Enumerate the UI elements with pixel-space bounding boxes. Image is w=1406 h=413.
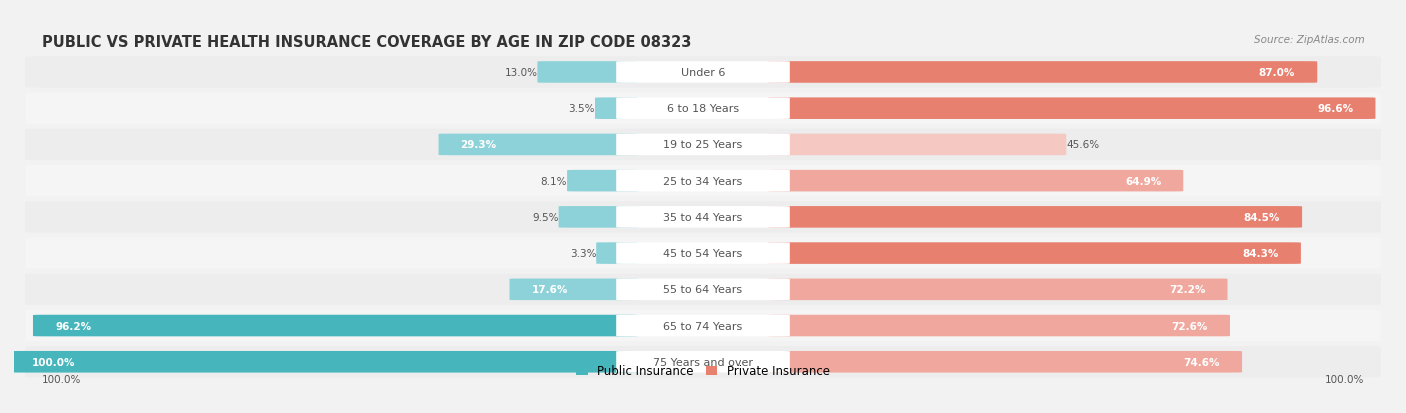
FancyBboxPatch shape — [768, 98, 1375, 120]
FancyBboxPatch shape — [768, 279, 1227, 300]
FancyBboxPatch shape — [25, 202, 1381, 233]
FancyBboxPatch shape — [25, 93, 1381, 125]
Text: 84.5%: 84.5% — [1244, 212, 1279, 222]
Text: 35 to 44 Years: 35 to 44 Years — [664, 212, 742, 222]
FancyBboxPatch shape — [768, 171, 1184, 192]
FancyBboxPatch shape — [768, 62, 1317, 83]
FancyBboxPatch shape — [616, 134, 790, 156]
Text: 75 Years and over: 75 Years and over — [652, 357, 754, 367]
Text: 100.0%: 100.0% — [1324, 374, 1364, 384]
FancyBboxPatch shape — [509, 279, 638, 300]
FancyBboxPatch shape — [768, 243, 1301, 264]
Text: PUBLIC VS PRIVATE HEALTH INSURANCE COVERAGE BY AGE IN ZIP CODE 08323: PUBLIC VS PRIVATE HEALTH INSURANCE COVER… — [42, 35, 690, 50]
FancyBboxPatch shape — [25, 57, 1381, 88]
FancyBboxPatch shape — [616, 206, 790, 228]
Text: 13.0%: 13.0% — [505, 68, 537, 78]
FancyBboxPatch shape — [25, 166, 1381, 197]
FancyBboxPatch shape — [567, 171, 638, 192]
Text: 9.5%: 9.5% — [531, 212, 558, 222]
Text: Under 6: Under 6 — [681, 68, 725, 78]
Text: 72.6%: 72.6% — [1171, 321, 1208, 331]
Text: 3.5%: 3.5% — [568, 104, 595, 114]
Text: 3.3%: 3.3% — [569, 249, 596, 259]
Text: 64.9%: 64.9% — [1125, 176, 1161, 186]
Text: 100.0%: 100.0% — [42, 374, 82, 384]
FancyBboxPatch shape — [616, 351, 790, 373]
FancyBboxPatch shape — [768, 134, 1066, 156]
Text: 87.0%: 87.0% — [1258, 68, 1295, 78]
FancyBboxPatch shape — [616, 171, 790, 192]
FancyBboxPatch shape — [558, 206, 638, 228]
FancyBboxPatch shape — [768, 351, 1241, 373]
Text: 19 to 25 Years: 19 to 25 Years — [664, 140, 742, 150]
FancyBboxPatch shape — [596, 243, 638, 264]
Text: 100.0%: 100.0% — [32, 357, 76, 367]
Text: 96.6%: 96.6% — [1317, 104, 1354, 114]
FancyBboxPatch shape — [25, 310, 1381, 342]
Text: 8.1%: 8.1% — [540, 176, 567, 186]
Text: 25 to 34 Years: 25 to 34 Years — [664, 176, 742, 186]
FancyBboxPatch shape — [616, 98, 790, 120]
FancyBboxPatch shape — [25, 238, 1381, 269]
FancyBboxPatch shape — [537, 62, 638, 83]
Text: 45 to 54 Years: 45 to 54 Years — [664, 249, 742, 259]
FancyBboxPatch shape — [25, 274, 1381, 305]
Text: 17.6%: 17.6% — [531, 285, 568, 294]
Text: 72.2%: 72.2% — [1170, 285, 1205, 294]
FancyBboxPatch shape — [25, 129, 1381, 161]
Text: 65 to 74 Years: 65 to 74 Years — [664, 321, 742, 331]
FancyBboxPatch shape — [439, 134, 638, 156]
FancyBboxPatch shape — [768, 206, 1302, 228]
Text: 96.2%: 96.2% — [55, 321, 91, 331]
FancyBboxPatch shape — [10, 351, 638, 373]
FancyBboxPatch shape — [768, 315, 1230, 337]
Text: 74.6%: 74.6% — [1184, 357, 1220, 367]
Text: Source: ZipAtlas.com: Source: ZipAtlas.com — [1254, 35, 1364, 45]
FancyBboxPatch shape — [25, 346, 1381, 377]
Text: 29.3%: 29.3% — [461, 140, 496, 150]
FancyBboxPatch shape — [32, 315, 638, 337]
Legend: Public Insurance, Private Insurance: Public Insurance, Private Insurance — [576, 365, 830, 377]
FancyBboxPatch shape — [616, 315, 790, 337]
FancyBboxPatch shape — [616, 62, 790, 83]
Text: 55 to 64 Years: 55 to 64 Years — [664, 285, 742, 294]
FancyBboxPatch shape — [616, 243, 790, 264]
Text: 84.3%: 84.3% — [1243, 249, 1279, 259]
Text: 45.6%: 45.6% — [1066, 140, 1099, 150]
FancyBboxPatch shape — [595, 98, 638, 120]
FancyBboxPatch shape — [616, 279, 790, 300]
Text: 6 to 18 Years: 6 to 18 Years — [666, 104, 740, 114]
